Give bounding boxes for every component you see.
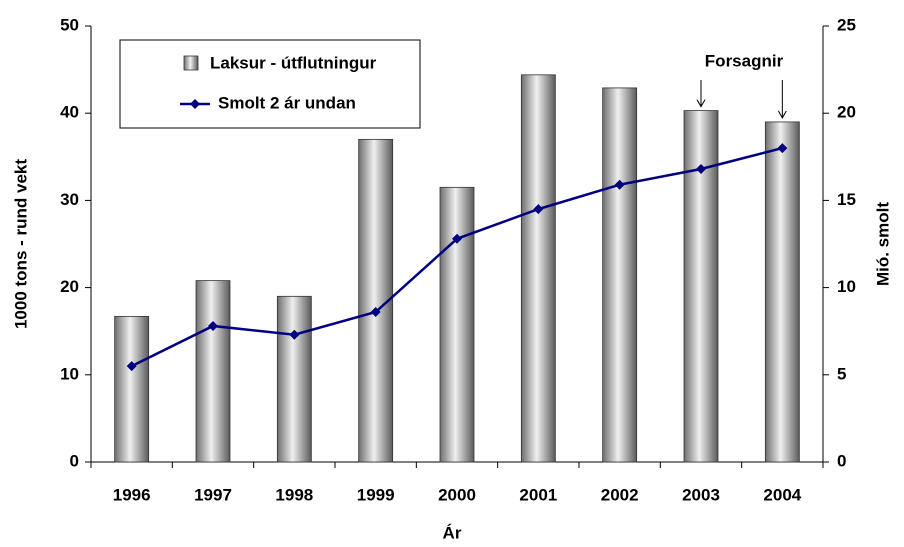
bar <box>602 87 638 463</box>
x-tick-label: 2001 <box>519 485 557 504</box>
x-tick-label: 2002 <box>601 485 639 504</box>
marker <box>533 204 544 215</box>
y2-axis-label: Mió. smolt <box>873 202 892 286</box>
x-axis-label: Ár <box>443 523 462 542</box>
x-tick-label: 2000 <box>438 485 476 504</box>
marker <box>126 361 137 372</box>
y2-tick-label: 15 <box>837 190 856 209</box>
x-tick-label: 1996 <box>113 485 151 504</box>
marker <box>370 307 381 318</box>
y-tick-label: 20 <box>60 277 79 296</box>
y-axis-label: 1000 tons - rund vekt <box>11 159 30 329</box>
marker <box>289 329 300 340</box>
legend-label: Laksur - útflutningur <box>210 53 377 72</box>
x-tick-label: 1997 <box>194 485 232 504</box>
marker <box>208 320 218 331</box>
y2-tick-label: 10 <box>837 277 856 296</box>
bar <box>195 280 231 463</box>
y2-tick-label: 20 <box>837 103 856 122</box>
x-tick-label: 1999 <box>357 485 395 504</box>
annotation-arrowhead <box>696 99 706 108</box>
legend-box <box>119 39 421 129</box>
annotation-arrowhead <box>777 110 787 119</box>
bar <box>764 121 800 463</box>
y2-tick-label: 0 <box>837 451 846 470</box>
y-tick-label: 50 <box>60 15 79 34</box>
legend-label: Smolt 2 ár undan <box>218 93 356 112</box>
annotation: Forsagnir <box>705 51 784 70</box>
legend-swatch <box>183 55 199 71</box>
bar <box>439 186 475 463</box>
bar <box>276 295 312 463</box>
marker <box>696 164 706 175</box>
x-tick-label: 1998 <box>275 485 313 504</box>
y2-tick-label: 25 <box>837 15 856 34</box>
x-tick-label: 2003 <box>682 485 720 504</box>
marker <box>452 233 462 244</box>
y-tick-label: 30 <box>60 190 79 209</box>
legend-marker <box>190 99 200 109</box>
x-tick-label: 2004 <box>763 485 801 504</box>
bar <box>520 74 556 463</box>
y-tick-label: 40 <box>60 103 79 122</box>
y-tick-label: 0 <box>70 451 79 470</box>
bar <box>114 315 150 463</box>
bar <box>683 110 719 463</box>
marker <box>777 143 788 154</box>
marker <box>614 179 625 190</box>
y-tick-label: 10 <box>60 364 79 383</box>
y2-tick-label: 5 <box>837 364 846 383</box>
